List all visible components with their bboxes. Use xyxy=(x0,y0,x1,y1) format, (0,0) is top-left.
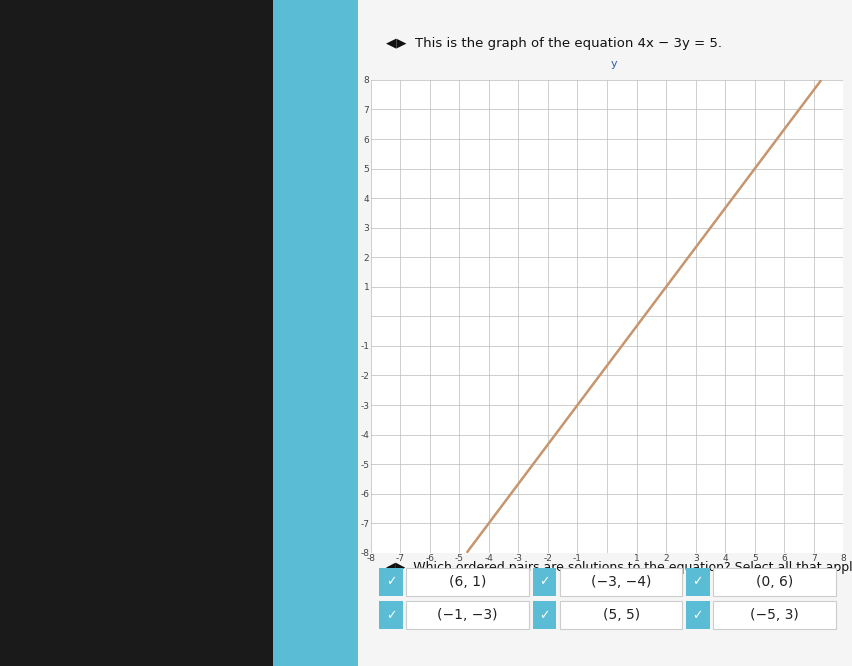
Text: ✓: ✓ xyxy=(539,575,550,589)
Text: (−5, 3): (−5, 3) xyxy=(750,608,799,623)
Text: ✓: ✓ xyxy=(539,609,550,622)
Text: ◀▶  This is the graph of the equation 4x − 3y = 5.: ◀▶ This is the graph of the equation 4x … xyxy=(386,37,722,50)
Text: ✓: ✓ xyxy=(693,575,703,589)
Text: y: y xyxy=(611,59,618,69)
Text: ◀▶  Which ordered pairs are solutions to the equation? Select all that apply.: ◀▶ Which ordered pairs are solutions to … xyxy=(386,561,852,574)
Text: ✓: ✓ xyxy=(386,575,396,589)
Text: (−3, −4): (−3, −4) xyxy=(591,575,651,589)
Text: (−1, −3): (−1, −3) xyxy=(437,608,498,623)
Text: (6, 1): (6, 1) xyxy=(449,575,486,589)
Text: (5, 5): (5, 5) xyxy=(602,608,640,623)
Text: (0, 6): (0, 6) xyxy=(756,575,793,589)
Text: ✓: ✓ xyxy=(386,609,396,622)
Text: ✓: ✓ xyxy=(693,609,703,622)
